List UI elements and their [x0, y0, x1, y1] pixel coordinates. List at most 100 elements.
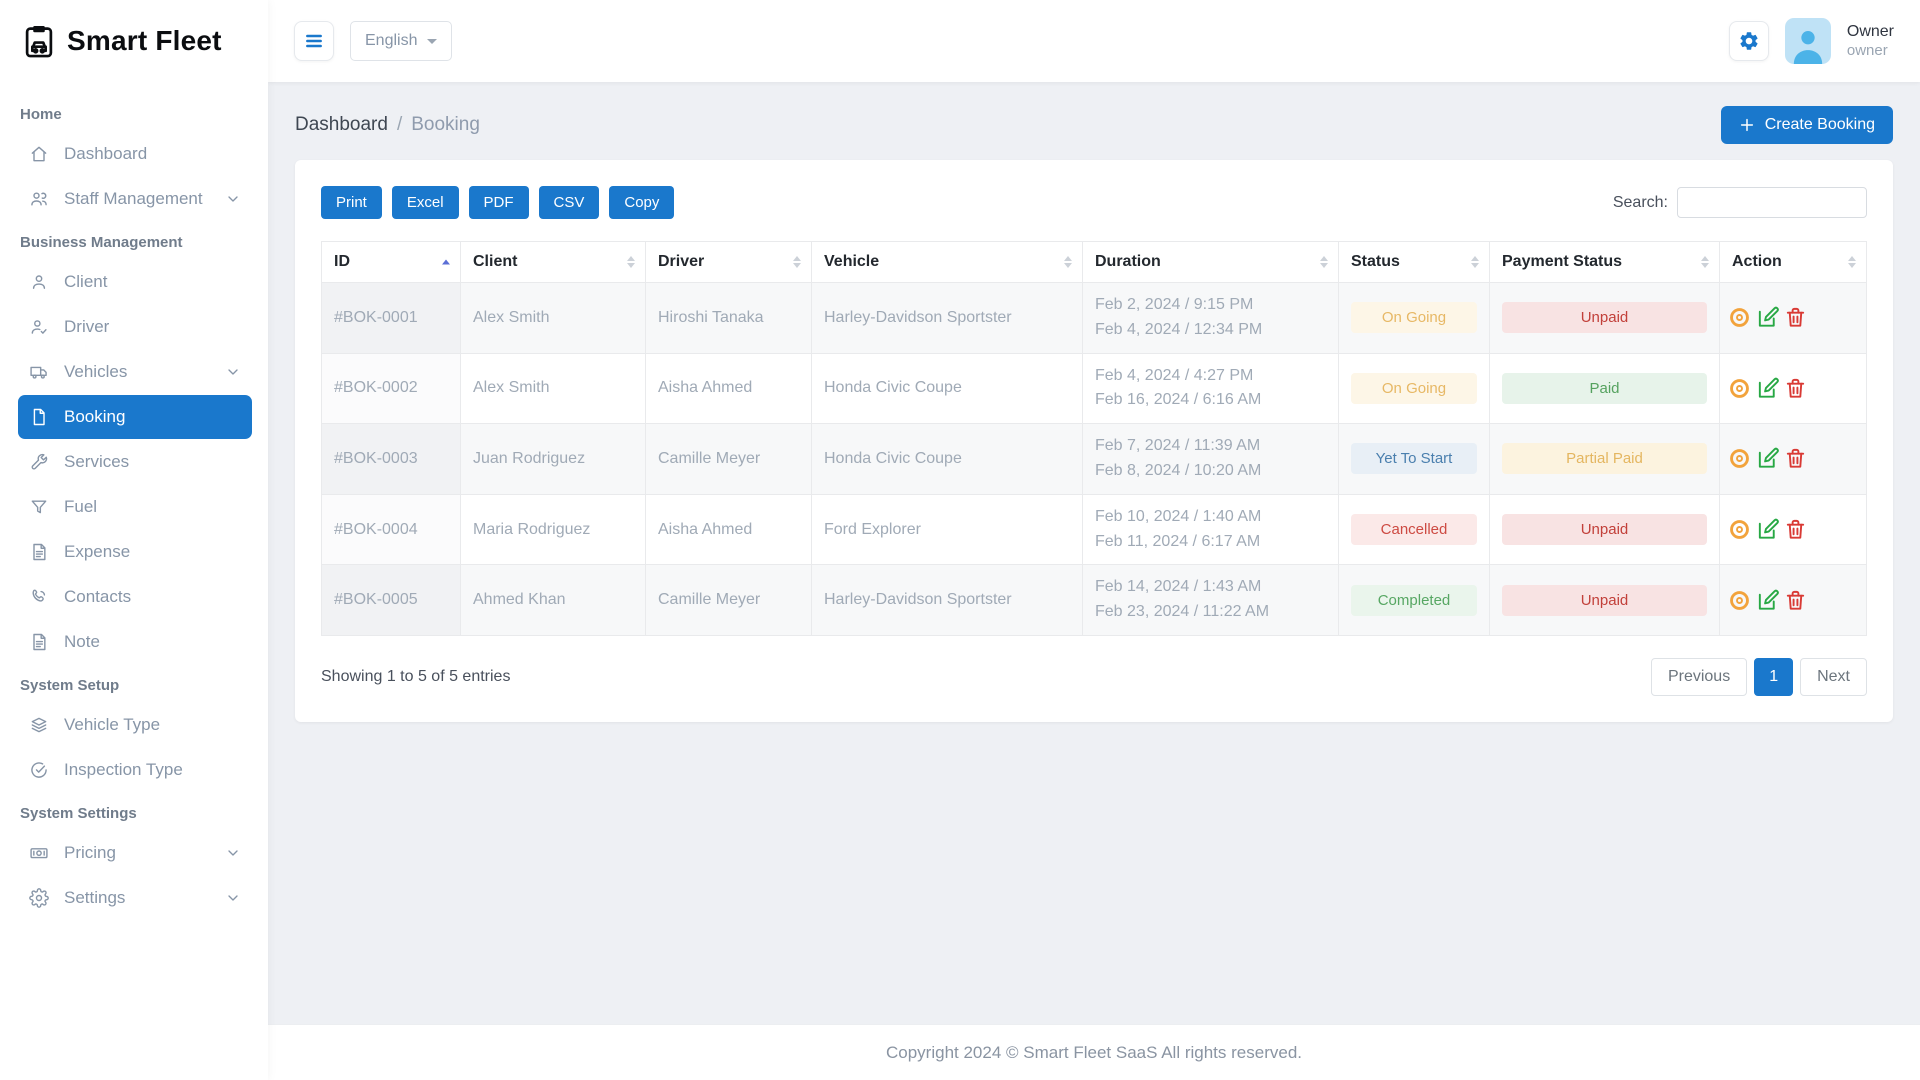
- export-pdf-button[interactable]: PDF: [468, 186, 529, 219]
- edit-button[interactable]: [1756, 377, 1779, 400]
- cell-client: Ahmed Khan: [460, 564, 646, 636]
- sidebar-item-inspection-type[interactable]: Inspection Type: [18, 748, 252, 792]
- column-header-vehicle[interactable]: Vehicle: [811, 241, 1083, 283]
- breadcrumb-dashboard[interactable]: Dashboard: [295, 114, 388, 135]
- sidebar-item-driver[interactable]: Driver: [18, 305, 252, 349]
- edit-icon: [1758, 448, 1779, 469]
- sidebar-item-label: Staff Management: [64, 189, 203, 208]
- payment-status-badge: Unpaid: [1502, 514, 1707, 546]
- sidebar-section-label: Business Management: [20, 234, 183, 251]
- delete-button[interactable]: [1784, 306, 1807, 329]
- language-dropdown[interactable]: English: [350, 21, 453, 61]
- cell-client: Juan Rodriguez: [460, 423, 646, 495]
- next-page-button[interactable]: Next: [1800, 657, 1867, 696]
- breadcrumb: Dashboard / Booking: [295, 114, 480, 136]
- eye-icon: [1730, 378, 1749, 398]
- sidebar-item-settings[interactable]: Settings: [18, 876, 252, 920]
- column-header-id[interactable]: ID: [321, 241, 461, 283]
- export-csv-button[interactable]: CSV: [538, 186, 600, 219]
- payment-status-badge: Unpaid: [1502, 302, 1707, 334]
- sidebar-item-label: Vehicle Type: [64, 715, 161, 734]
- column-header-client[interactable]: Client: [460, 241, 646, 283]
- sidebar: Smart Fleet Home Dashboard Staff Managem…: [0, 0, 268, 1080]
- sidebar-item-label: Driver: [64, 317, 110, 336]
- sort-carets-icon: [1064, 256, 1072, 268]
- cell-status: Yet To Start: [1338, 423, 1490, 495]
- cell-payment-status: Partial Paid: [1489, 423, 1720, 495]
- sidebar-nav: Home Dashboard Staff Management Business…: [0, 82, 268, 941]
- cell-vehicle: Honda Civic Coupe: [811, 423, 1083, 495]
- table-row: #BOK-0005 Ahmed Khan Camille Meyer Harle…: [321, 564, 1867, 636]
- edit-button[interactable]: [1756, 518, 1779, 541]
- sort-carets-icon: [1848, 256, 1856, 268]
- export-print-button[interactable]: Print: [321, 186, 382, 219]
- delete-button[interactable]: [1784, 518, 1807, 541]
- export-excel-button[interactable]: Excel: [391, 186, 459, 219]
- cell-duration: Feb 2, 2024 / 9:15 PM Feb 4, 2024 / 12:3…: [1082, 282, 1339, 354]
- cell-vehicle: Honda Civic Coupe: [811, 352, 1083, 425]
- delete-button[interactable]: [1784, 447, 1807, 470]
- edit-button[interactable]: [1756, 306, 1779, 329]
- view-button[interactable]: [1728, 447, 1751, 470]
- sort-carets-icon: [1701, 256, 1709, 268]
- user-meta: Owner owner: [1847, 22, 1894, 61]
- column-header-payment-status[interactable]: Payment Status: [1489, 241, 1720, 283]
- sidebar-item-services[interactable]: Services: [18, 440, 252, 484]
- column-header-action[interactable]: Action: [1719, 241, 1867, 283]
- edit-button[interactable]: [1756, 447, 1779, 470]
- pagination: Previous 1 Next: [1650, 657, 1867, 696]
- sidebar-item-expense[interactable]: Expense: [18, 530, 252, 574]
- cell-client: Maria Rodriguez: [460, 493, 646, 566]
- brand-logo[interactable]: Smart Fleet: [0, 0, 268, 82]
- delete-button[interactable]: [1784, 377, 1807, 400]
- edit-button[interactable]: [1756, 589, 1779, 612]
- previous-page-button[interactable]: Previous: [1650, 657, 1748, 696]
- sidebar-item-staff-management[interactable]: Staff Management: [18, 177, 252, 221]
- view-button[interactable]: [1728, 589, 1751, 612]
- sidebar-item-dashboard[interactable]: Dashboard: [18, 132, 252, 176]
- view-button[interactable]: [1728, 518, 1751, 541]
- cell-action: [1719, 493, 1867, 566]
- column-header-duration[interactable]: Duration: [1082, 241, 1339, 283]
- edit-icon: [1758, 307, 1779, 327]
- cell-duration: Feb 14, 2024 / 1:43 AM Feb 23, 2024 / 11…: [1082, 564, 1339, 636]
- sidebar-item-contacts[interactable]: Contacts: [18, 575, 252, 619]
- language-label: English: [365, 32, 418, 49]
- cell-duration: Feb 4, 2024 / 4:27 PM Feb 16, 2024 / 6:1…: [1082, 352, 1339, 425]
- sidebar-item-vehicles[interactable]: Vehicles: [18, 350, 252, 394]
- export-copy-button[interactable]: Copy: [609, 186, 675, 219]
- hamburger-menu-button[interactable]: [294, 21, 334, 61]
- funnel-icon: [29, 497, 49, 517]
- sort-carets-icon: [627, 256, 635, 268]
- sidebar-item-client[interactable]: Client: [18, 260, 252, 304]
- column-header-driver[interactable]: Driver: [645, 241, 812, 283]
- cell-id: #BOK-0003: [321, 423, 461, 495]
- column-header-status[interactable]: Status: [1338, 241, 1490, 283]
- search-input[interactable]: [1677, 187, 1867, 218]
- view-button[interactable]: [1728, 306, 1751, 329]
- settings-gear-button[interactable]: [1728, 21, 1769, 61]
- sidebar-item-fuel[interactable]: Fuel: [18, 485, 252, 529]
- booking-table: ID Client Driver Vehicle Duration Status…: [321, 241, 1867, 636]
- delete-button[interactable]: [1784, 589, 1807, 612]
- sidebar-item-label: Fuel: [64, 497, 98, 516]
- page-1-button[interactable]: 1: [1754, 657, 1794, 696]
- status-badge: Completed: [1351, 584, 1477, 616]
- view-button[interactable]: [1728, 377, 1751, 400]
- page-footer: Copyright 2024 © Smart Fleet SaaS All ri…: [268, 1024, 1920, 1080]
- sidebar-item-pricing[interactable]: Pricing: [18, 831, 252, 875]
- user-avatar[interactable]: [1784, 18, 1831, 64]
- person-check-icon: [29, 317, 49, 337]
- payment-status-badge: Unpaid: [1502, 584, 1707, 616]
- sidebar-item-note[interactable]: Note: [18, 620, 252, 664]
- create-booking-button[interactable]: Create Booking: [1720, 106, 1893, 144]
- sidebar-item-vehicle-type[interactable]: Vehicle Type: [18, 703, 252, 747]
- chevron-down-icon: [225, 890, 241, 906]
- payment-status-badge: Partial Paid: [1502, 443, 1707, 475]
- sidebar-item-label: Pricing: [64, 843, 116, 862]
- trash-icon: [1786, 449, 1805, 469]
- sidebar-item-label: Settings: [64, 888, 126, 907]
- cell-action: [1719, 423, 1867, 495]
- edit-icon: [1758, 377, 1779, 398]
- sidebar-item-booking[interactable]: Booking: [18, 395, 252, 439]
